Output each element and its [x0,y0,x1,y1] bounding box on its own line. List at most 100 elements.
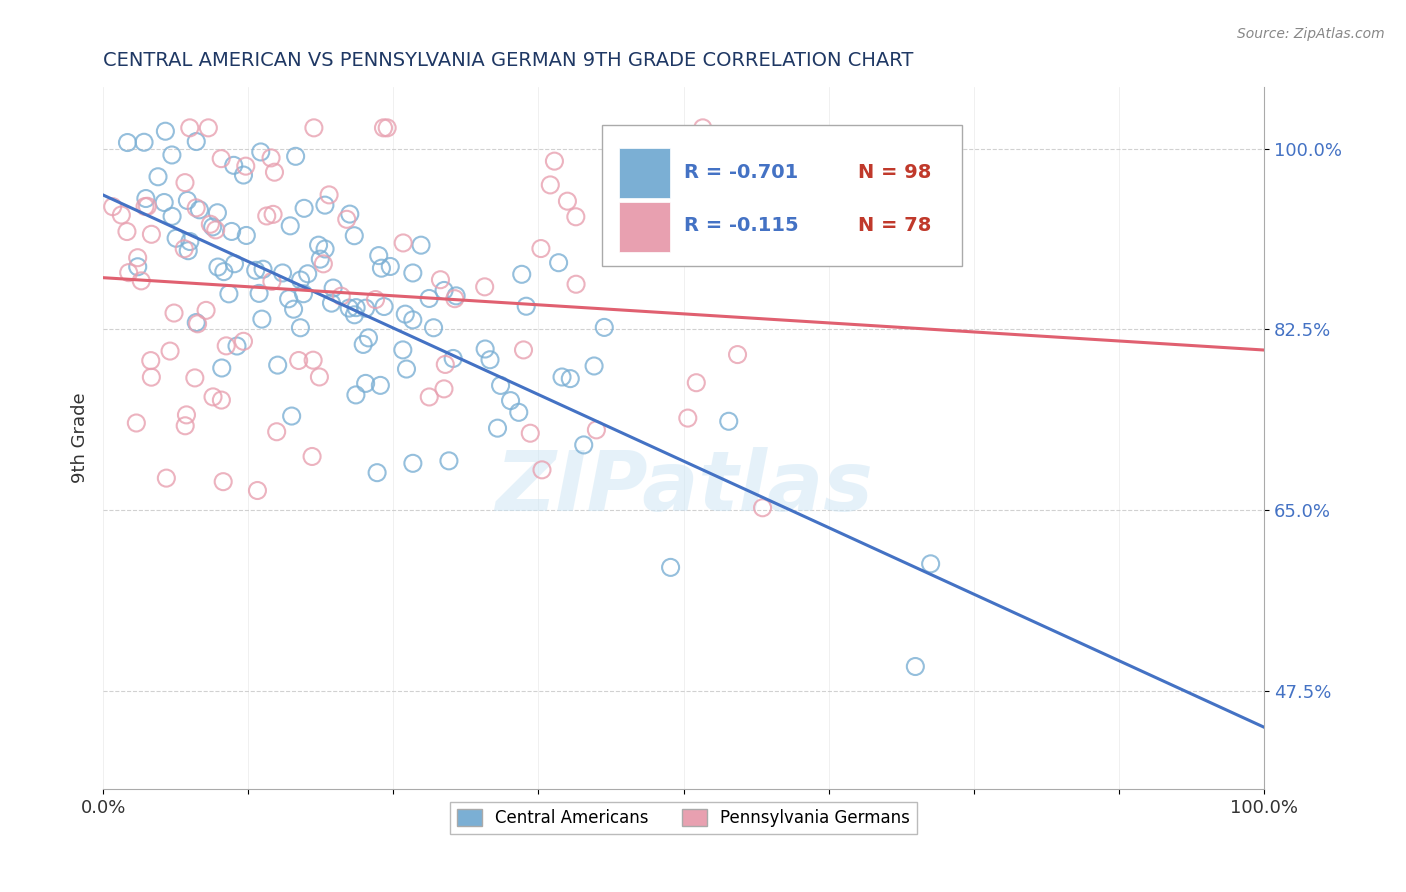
Point [344,388,367,402]
Point [292,202,315,216]
Point [176,408,198,422]
Point [375,120,398,135]
Point [751,500,773,515]
Point [186,135,208,149]
Point [330,289,353,303]
Point [336,212,359,227]
Point [904,659,927,673]
Point [174,418,197,433]
Point [373,120,395,135]
Point [659,560,682,574]
Point [422,320,444,334]
Point [367,249,389,263]
FancyBboxPatch shape [602,125,962,266]
Point [118,266,141,280]
Point [402,456,425,470]
Point [247,286,270,301]
Point [354,301,377,316]
Point [197,120,219,135]
Point [585,423,607,437]
Text: N = 78: N = 78 [858,216,931,235]
Point [132,135,155,149]
Point [337,301,360,315]
Point [560,371,582,385]
Point [344,301,367,315]
Point [249,145,271,159]
Point [218,286,240,301]
Point [515,299,537,313]
Point [153,195,176,210]
Text: N = 98: N = 98 [858,162,931,182]
Point [314,242,336,256]
Point [256,209,278,223]
Point [266,358,288,372]
Point [200,217,222,231]
Point [418,292,440,306]
Point [479,352,502,367]
Point [184,371,207,385]
Point [212,475,235,489]
Point [246,483,269,498]
Point [499,393,522,408]
Point [364,293,387,307]
Point [474,280,496,294]
Point [572,438,595,452]
Point [209,393,232,408]
Point [314,198,336,212]
Point [441,351,464,366]
Point [489,378,512,392]
Point [277,292,299,306]
Point [357,331,380,345]
Point [165,231,187,245]
Point [271,266,294,280]
Point [188,202,211,217]
FancyBboxPatch shape [619,148,669,197]
Point [392,235,415,250]
Point [339,207,361,221]
Point [676,411,699,425]
Point [204,223,226,237]
Point [235,159,257,173]
Point [135,192,157,206]
Point [297,267,319,281]
Point [565,277,588,292]
Point [394,307,416,321]
Point [437,454,460,468]
Point [486,421,509,435]
Point [141,370,163,384]
Point [284,149,307,163]
Point [530,242,553,256]
Point [308,238,330,252]
Point [433,284,456,298]
Text: Source: ZipAtlas.com: Source: ZipAtlas.com [1237,27,1385,41]
Point [173,242,195,256]
Point [543,154,565,169]
Point [920,557,942,571]
Point [160,148,183,162]
Point [727,348,749,362]
Y-axis label: 9th Grade: 9th Grade [72,392,89,483]
FancyBboxPatch shape [619,202,669,252]
Point [207,260,229,274]
Point [538,178,561,192]
Point [262,207,284,221]
Point [207,206,229,220]
Legend: Central Americans, Pennsylvania Germans: Central Americans, Pennsylvania Germans [450,802,917,834]
Point [146,169,169,184]
Point [110,208,132,222]
Point [685,376,707,390]
Point [283,302,305,317]
Point [252,262,274,277]
Point [654,183,676,197]
Point [177,244,200,258]
Point [429,273,451,287]
Point [179,120,201,135]
Point [380,260,402,274]
Text: R = -0.701: R = -0.701 [683,162,797,182]
Point [117,136,139,150]
Point [129,274,152,288]
Point [202,390,225,404]
Point [155,124,177,138]
Point [409,238,432,252]
Point [263,165,285,179]
